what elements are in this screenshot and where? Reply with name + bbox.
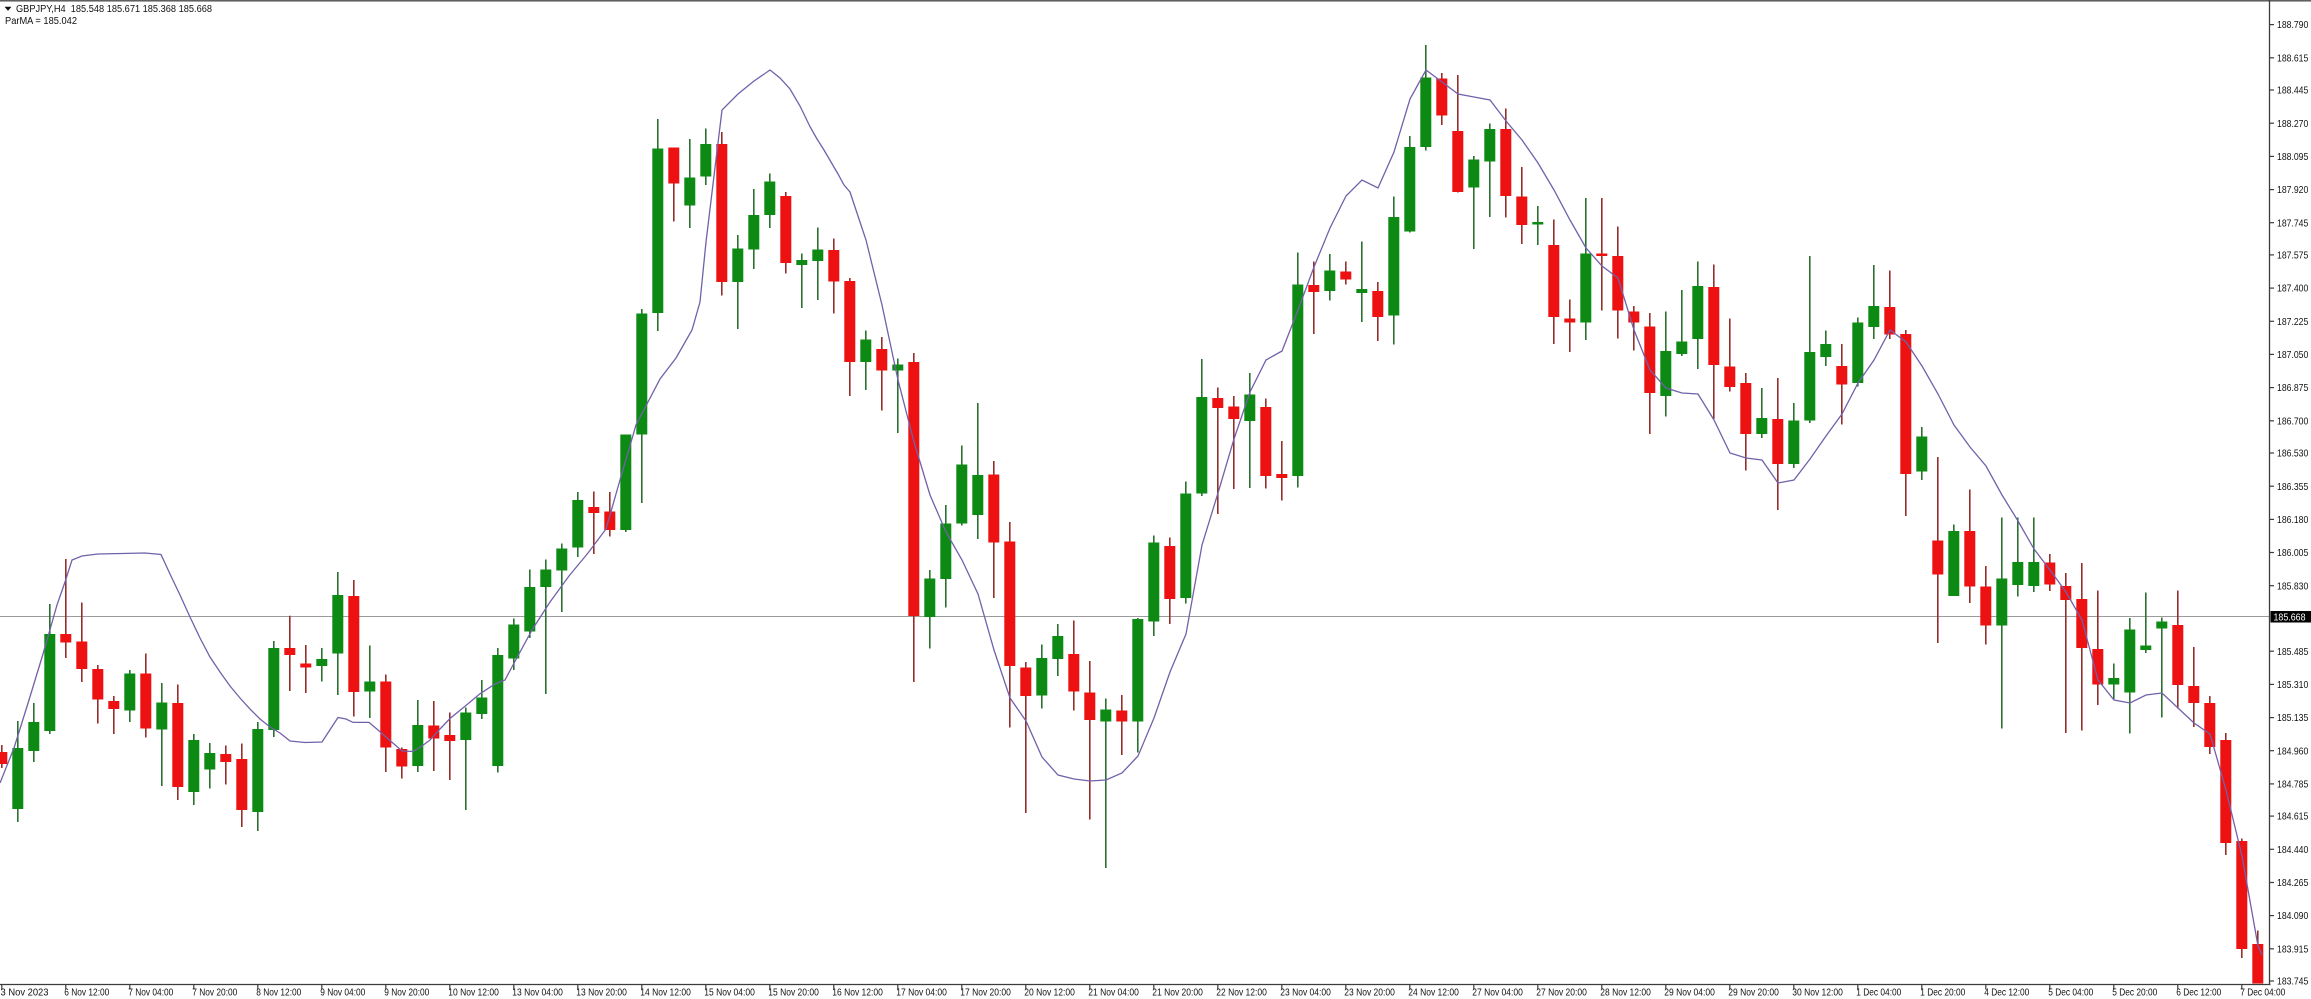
svg-text:185.830: 185.830 [2277, 580, 2308, 592]
svg-text:186.180: 186.180 [2277, 514, 2308, 526]
svg-text:184.440: 184.440 [2277, 844, 2308, 856]
svg-text:188.790: 188.790 [2277, 19, 2308, 31]
svg-text:GBPJPY,H4 185.548 185.671 185: GBPJPY,H4 185.548 185.671 185.368 185.66… [16, 4, 212, 15]
svg-text:188.270: 188.270 [2277, 118, 2308, 130]
svg-text:3 Nov 2023: 3 Nov 2023 [1, 987, 49, 999]
svg-text:30 Nov 12:00: 30 Nov 12:00 [1792, 987, 1843, 999]
svg-text:6 Nov 12:00: 6 Nov 12:00 [64, 987, 109, 999]
svg-text:17 Nov 04:00: 17 Nov 04:00 [896, 987, 947, 999]
svg-text:185.668: 185.668 [2274, 611, 2306, 623]
svg-text:184.265: 184.265 [2277, 877, 2308, 889]
svg-text:183.915: 183.915 [2277, 943, 2308, 955]
svg-text:29 Nov 20:00: 29 Nov 20:00 [1728, 987, 1779, 999]
svg-text:185.310: 185.310 [2277, 679, 2308, 691]
svg-text:21 Nov 04:00: 21 Nov 04:00 [1088, 987, 1139, 999]
svg-text:188.445: 188.445 [2277, 85, 2308, 97]
svg-text:7 Nov 20:00: 7 Nov 20:00 [192, 987, 237, 999]
svg-text:15 Nov 04:00: 15 Nov 04:00 [704, 987, 755, 999]
svg-text:27 Nov 04:00: 27 Nov 04:00 [1472, 987, 1523, 999]
svg-text:187.050: 187.050 [2277, 349, 2308, 361]
svg-text:5 Dec 20:00: 5 Dec 20:00 [2112, 987, 2157, 999]
svg-text:185.135: 185.135 [2277, 712, 2308, 724]
svg-text:186.530: 186.530 [2277, 448, 2308, 460]
svg-text:7 Dec 04:00: 7 Dec 04:00 [2240, 987, 2285, 999]
svg-text:28 Nov 12:00: 28 Nov 12:00 [1600, 987, 1651, 999]
svg-text:27 Nov 20:00: 27 Nov 20:00 [1536, 987, 1587, 999]
svg-text:1 Dec 20:00: 1 Dec 20:00 [1920, 987, 1965, 999]
svg-text:9 Nov 20:00: 9 Nov 20:00 [384, 987, 429, 999]
svg-text:23 Nov 20:00: 23 Nov 20:00 [1344, 987, 1395, 999]
svg-text:10 Nov 12:00: 10 Nov 12:00 [448, 987, 499, 999]
svg-text:8 Nov 12:00: 8 Nov 12:00 [256, 987, 301, 999]
svg-text:24 Nov 12:00: 24 Nov 12:00 [1408, 987, 1459, 999]
svg-text:ParMA = 185.042: ParMA = 185.042 [5, 16, 77, 27]
svg-text:184.785: 184.785 [2277, 779, 2308, 791]
svg-text:187.575: 187.575 [2277, 250, 2308, 262]
svg-text:29 Nov 04:00: 29 Nov 04:00 [1664, 987, 1715, 999]
svg-text:4 Dec 12:00: 4 Dec 12:00 [1984, 987, 2029, 999]
svg-text:187.920: 187.920 [2277, 184, 2308, 196]
svg-text:186.355: 186.355 [2277, 481, 2308, 493]
svg-text:186.875: 186.875 [2277, 382, 2308, 394]
svg-text:187.745: 187.745 [2277, 217, 2308, 229]
svg-text:184.615: 184.615 [2277, 811, 2308, 823]
svg-text:1 Dec 04:00: 1 Dec 04:00 [1856, 987, 1901, 999]
svg-text:184.960: 184.960 [2277, 745, 2308, 757]
svg-text:184.090: 184.090 [2277, 910, 2308, 922]
svg-text:185.485: 185.485 [2277, 646, 2308, 658]
svg-text:21 Nov 20:00: 21 Nov 20:00 [1152, 987, 1203, 999]
svg-text:17 Nov 20:00: 17 Nov 20:00 [960, 987, 1011, 999]
svg-text:187.225: 187.225 [2277, 316, 2308, 328]
svg-text:13 Nov 04:00: 13 Nov 04:00 [512, 987, 563, 999]
svg-text:7 Nov 04:00: 7 Nov 04:00 [128, 987, 173, 999]
svg-text:188.615: 188.615 [2277, 52, 2308, 64]
svg-text:22 Nov 12:00: 22 Nov 12:00 [1216, 987, 1267, 999]
svg-text:16 Nov 12:00: 16 Nov 12:00 [832, 987, 883, 999]
svg-text:188.095: 188.095 [2277, 151, 2308, 163]
svg-text:183.745: 183.745 [2277, 976, 2308, 988]
svg-text:15 Nov 20:00: 15 Nov 20:00 [768, 987, 819, 999]
svg-text:5 Dec 04:00: 5 Dec 04:00 [2048, 987, 2093, 999]
svg-text:23 Nov 04:00: 23 Nov 04:00 [1280, 987, 1331, 999]
svg-text:187.400: 187.400 [2277, 283, 2308, 295]
svg-text:13 Nov 20:00: 13 Nov 20:00 [576, 987, 627, 999]
svg-text:6 Dec 12:00: 6 Dec 12:00 [2176, 987, 2221, 999]
svg-text:186.005: 186.005 [2277, 547, 2308, 559]
svg-text:186.700: 186.700 [2277, 415, 2308, 427]
svg-text:14 Nov 12:00: 14 Nov 12:00 [640, 987, 691, 999]
svg-text:9 Nov 04:00: 9 Nov 04:00 [320, 987, 365, 999]
svg-text:20 Nov 12:00: 20 Nov 12:00 [1024, 987, 1075, 999]
